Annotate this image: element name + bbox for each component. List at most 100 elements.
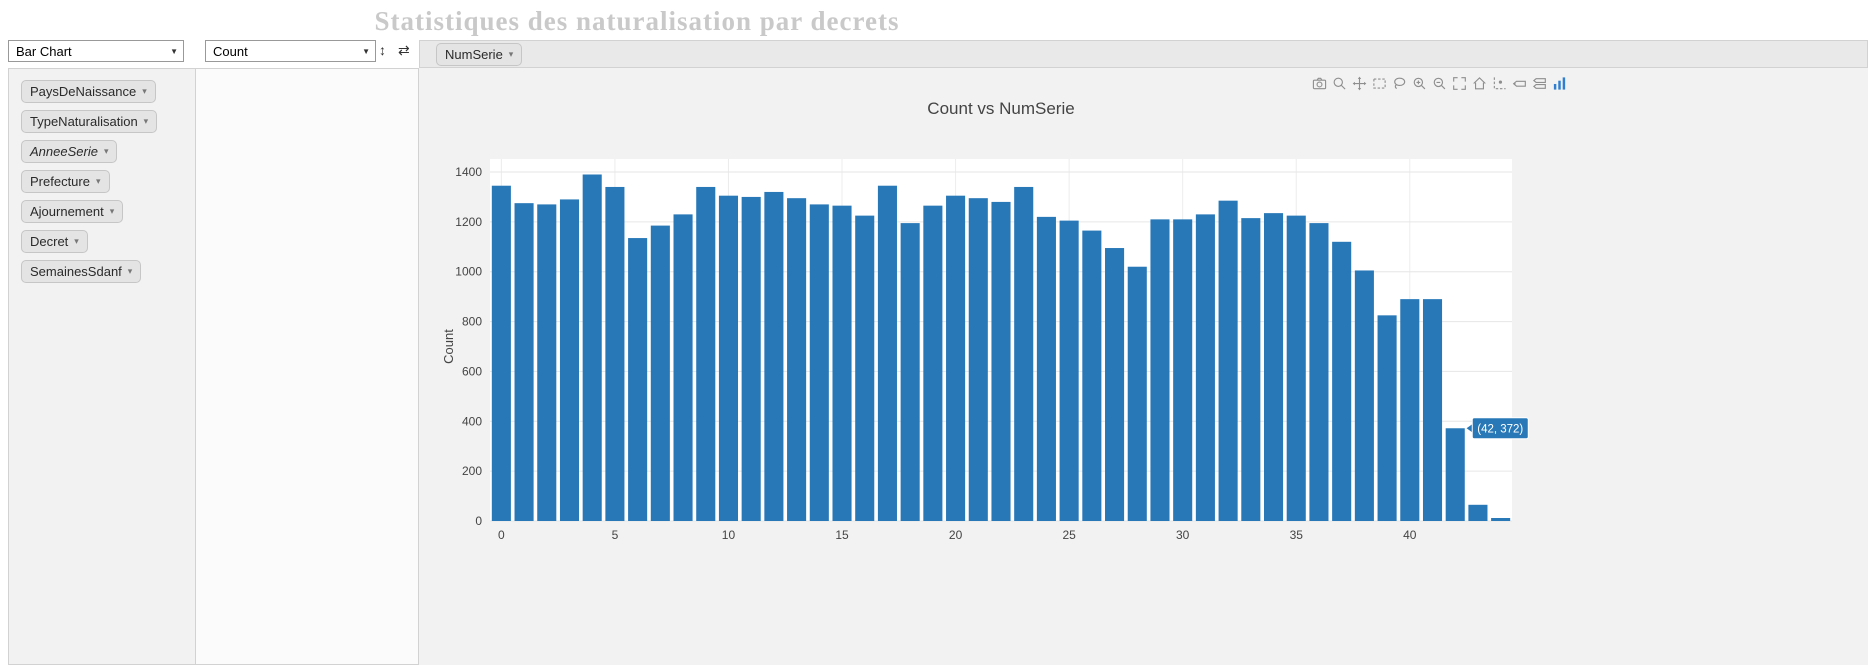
hover-closest-icon[interactable] (1511, 75, 1528, 91)
attribute-pill-prefecture[interactable]: Prefecture ▾ (21, 170, 110, 193)
aggregator-select[interactable]: Count ▼ (205, 40, 376, 62)
bar[interactable] (1127, 266, 1147, 521)
attribute-pill-label: Decret (30, 234, 69, 249)
bar[interactable] (1173, 219, 1193, 521)
rows-drop-zone[interactable] (196, 68, 419, 665)
filter-dropdown-icon[interactable]: ▾ (142, 86, 147, 96)
select-caret-icon: ▼ (170, 46, 178, 56)
bar[interactable] (741, 196, 761, 521)
reset-axes-icon[interactable] (1471, 75, 1488, 91)
bar[interactable] (1059, 220, 1079, 521)
row-order-button[interactable]: ↕ (379, 42, 386, 58)
page-title: Statistiques des naturalisation par decr… (374, 6, 900, 36)
filter-dropdown-icon[interactable]: ▾ (95, 176, 101, 186)
bar[interactable] (1309, 223, 1329, 521)
renderer-select[interactable]: Bar Chart ▼ (8, 40, 184, 62)
bar[interactable] (1491, 518, 1511, 521)
filter-dropdown-icon[interactable]: ▾ (143, 116, 149, 126)
bar[interactable] (1195, 214, 1215, 521)
bar[interactable] (491, 185, 511, 521)
zoom-icon[interactable] (1331, 75, 1348, 91)
hover-label-box (1471, 417, 1529, 440)
box-select-icon[interactable] (1371, 75, 1388, 91)
x-tick-label: 40 (1403, 528, 1417, 542)
filter-dropdown-icon[interactable]: ▾ (109, 206, 115, 216)
attribute-pill-typenaturalisation[interactable]: TypeNaturalisation ▾ (21, 110, 158, 133)
unused-attributes-panel[interactable]: PaysDeNaissance ▾ TypeNaturalisation ▾ Annee… (8, 68, 196, 665)
bar[interactable] (787, 198, 807, 522)
bar[interactable] (832, 205, 852, 521)
autoscale-icon[interactable] (1451, 75, 1468, 91)
lasso-icon[interactable] (1391, 75, 1408, 91)
pan-icon[interactable] (1351, 75, 1368, 91)
camera-icon[interactable] (1311, 75, 1328, 91)
bar[interactable] (809, 204, 829, 521)
bar[interactable] (1263, 213, 1284, 521)
bar[interactable] (1332, 241, 1352, 522)
attribute-pill-label: PaysDeNaissance (30, 84, 137, 99)
col-order-button[interactable]: ⇄ (398, 42, 410, 58)
filter-dropdown-icon[interactable]: ▾ (508, 48, 514, 59)
bar[interactable] (1218, 200, 1238, 522)
bar[interactable] (582, 174, 602, 521)
bar-chart[interactable]: 0 200 400 600 800 1000 1200 1400 0 5 10 15 20 25 30 35 4… (419, 68, 1574, 665)
bar[interactable] (855, 215, 875, 521)
bar[interactable] (537, 204, 557, 521)
bar[interactable] (1400, 299, 1420, 521)
y-tick-label: 1000 (455, 265, 482, 279)
bar[interactable] (764, 191, 784, 521)
x-tick-label: 0 (498, 528, 505, 542)
bar[interactable] (1445, 428, 1465, 521)
zoom-out-icon[interactable] (1431, 75, 1448, 91)
zoom-in-icon[interactable] (1411, 75, 1428, 91)
chart-title: Count vs NumSerie (927, 99, 1074, 118)
attribute-pill-numserie[interactable]: NumSerie ▾ (436, 42, 523, 66)
bar[interactable] (877, 185, 897, 521)
bar[interactable] (673, 214, 693, 521)
filter-dropdown-icon[interactable]: ▾ (103, 146, 109, 156)
attribute-pill-anneeserie[interactable]: AnneeSerie ▾ (21, 140, 118, 163)
attribute-pill-paysdenaissance[interactable]: PaysDeNaissance ▾ (21, 80, 156, 103)
bar[interactable] (1422, 299, 1443, 521)
attribute-pill-label: NumSerie (445, 46, 503, 62)
attribute-pill-decret[interactable]: Decret ▾ (21, 230, 88, 253)
bar[interactable] (628, 238, 648, 521)
chart-panel: 0 200 400 600 800 1000 1200 1400 0 5 10 15 20 25 30 35 4… (419, 68, 1868, 665)
x-tick-label: 10 (722, 528, 736, 542)
x-tick-label: 30 (1176, 528, 1190, 542)
filter-dropdown-icon[interactable]: ▾ (74, 236, 79, 246)
bar[interactable] (1468, 504, 1488, 521)
attribute-pill-label: SemainesSdanf (30, 264, 122, 279)
bar[interactable] (900, 223, 920, 521)
filter-dropdown-icon[interactable]: ▾ (127, 266, 133, 276)
bar[interactable] (1377, 315, 1397, 521)
bar[interactable] (718, 195, 739, 522)
bar[interactable] (968, 198, 988, 522)
bar[interactable] (1036, 216, 1056, 521)
bar[interactable] (1354, 270, 1374, 521)
y-tick-label: 200 (462, 464, 482, 478)
bar[interactable] (1082, 230, 1102, 521)
bar[interactable] (559, 199, 580, 521)
bar[interactable] (1105, 248, 1125, 521)
bar[interactable] (923, 205, 943, 521)
bar[interactable] (1286, 215, 1306, 521)
bar[interactable] (1014, 186, 1034, 521)
bar[interactable] (946, 195, 966, 522)
attribute-pill-semainessdanf[interactable]: SemainesSdanf ▾ (21, 260, 142, 283)
bar[interactable] (605, 186, 625, 521)
attribute-pill-ajournement[interactable]: Ajournement ▾ (21, 200, 124, 223)
bar[interactable] (1241, 218, 1261, 521)
hover-label: (42, 372) (1477, 423, 1523, 435)
bar[interactable] (514, 203, 534, 522)
aggregator-select-value: Count (213, 43, 248, 59)
toggle-spikelines-icon[interactable] (1491, 75, 1508, 91)
bar[interactable] (650, 225, 670, 521)
columns-drop-zone[interactable]: NumSerie ▾ (419, 40, 1868, 68)
x-tick-label: 5 (612, 528, 619, 542)
bar[interactable] (1150, 219, 1170, 521)
hover-compare-icon[interactable] (1531, 75, 1548, 91)
bar[interactable] (696, 186, 716, 521)
plotly-logo-icon[interactable] (1551, 75, 1568, 91)
bar[interactable] (991, 201, 1011, 521)
